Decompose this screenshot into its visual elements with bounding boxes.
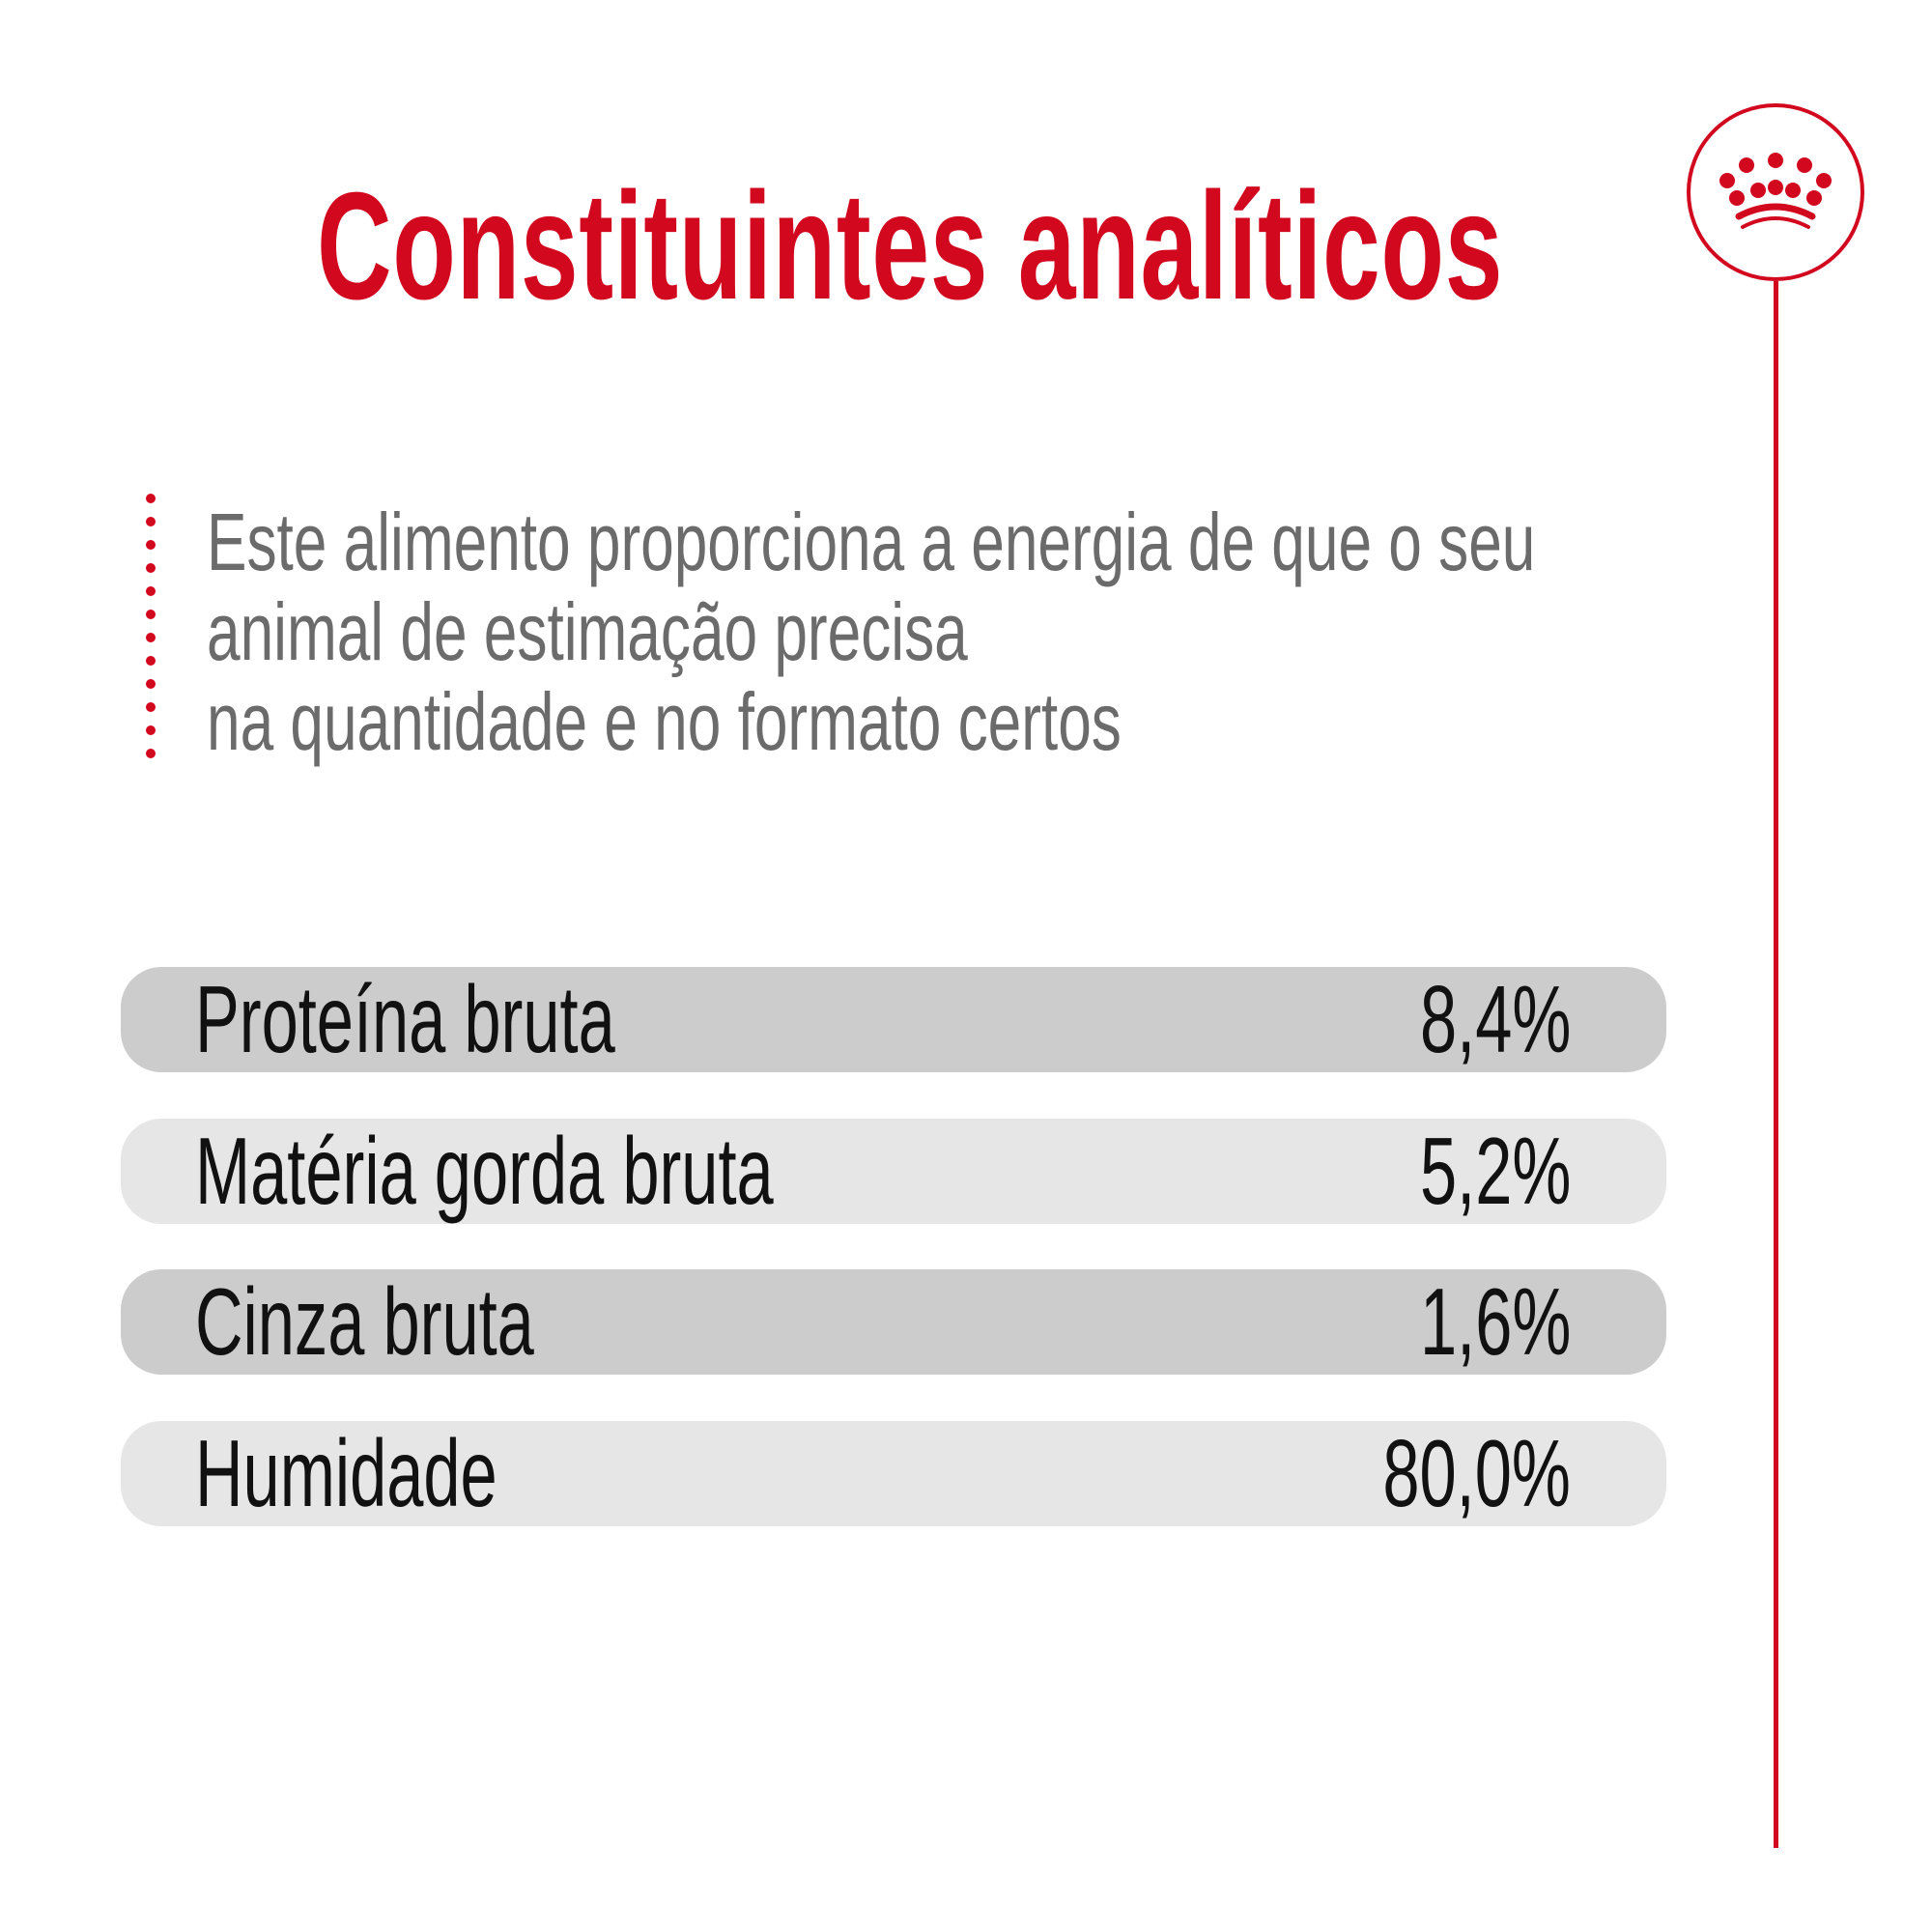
constituent-row: Proteína bruta 8,4% [121,967,1666,1072]
constituent-value: 5,2% [1419,1118,1571,1224]
constituent-label: Proteína bruta [195,966,615,1072]
constituent-label: Matéria gorda bruta [195,1118,774,1224]
constituent-row: Humidade 80,0% [121,1421,1666,1526]
description-line: animal de estimação precisa [207,586,968,677]
royal-canin-crown-icon [1687,103,1864,281]
constituent-label: Humidade [195,1420,497,1526]
dotted-divider [146,494,157,772]
constituent-value: 80,0% [1382,1420,1571,1526]
decorative-vertical-line [1774,281,1778,1848]
constituent-row: Cinza bruta 1,6% [121,1269,1666,1375]
page-title: Constituintes analíticos [316,161,1504,331]
constituent-row: Matéria gorda bruta 5,2% [121,1119,1666,1224]
description: Este alimento proporciona a energia de q… [207,497,1849,767]
constituent-value: 1,6% [1419,1268,1571,1375]
description-line: Este alimento proporciona a energia de q… [207,497,1536,587]
constituent-label: Cinza bruta [195,1268,534,1375]
constituent-value: 8,4% [1419,966,1571,1072]
description-line: na quantidade e no formato certos [207,676,1122,767]
